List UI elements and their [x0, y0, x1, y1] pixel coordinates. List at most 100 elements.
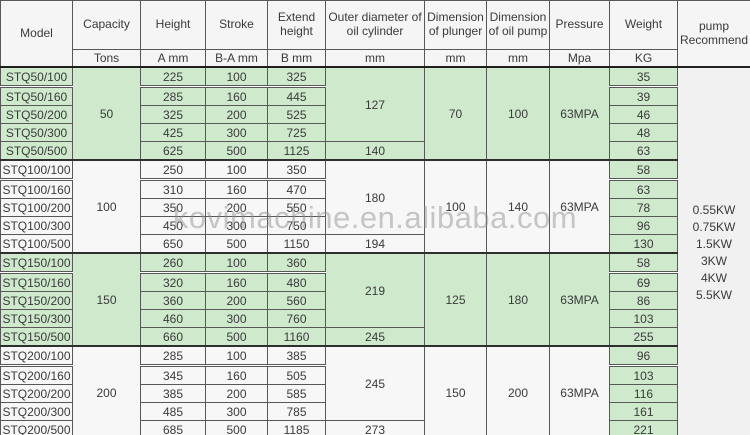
model-cell: STQ50/100 — [0, 66, 73, 88]
height-cell: 310 — [140, 179, 206, 199]
model-cell: STQ50/200 — [0, 105, 73, 124]
stroke-cell: 500 — [205, 234, 268, 254]
col-header-stroke: Stroke — [205, 0, 268, 50]
height-cell: 285 — [140, 86, 206, 106]
oil-pump-cell: 100 — [486, 66, 550, 161]
height-cell: 625 — [140, 141, 206, 161]
weight-cell: 96 — [609, 216, 678, 235]
capacity-cell: 200 — [72, 345, 141, 435]
pressure-cell: 63MPA — [549, 66, 610, 161]
weight-cell: 58 — [609, 252, 678, 274]
col-header-pressure: Pressure — [549, 0, 610, 50]
col-header-model: Model — [0, 0, 73, 68]
height-cell: 685 — [140, 420, 206, 435]
plunger-cell: 100 — [424, 159, 487, 254]
stroke-cell: 200 — [205, 198, 268, 217]
stroke-cell: 160 — [205, 365, 268, 385]
extend-height-cell: 1160 — [267, 327, 326, 347]
height-cell: 320 — [140, 272, 206, 292]
height-cell: 425 — [140, 123, 206, 142]
extend-height-cell: 445 — [267, 86, 326, 106]
weight-cell: 103 — [609, 365, 678, 385]
weight-cell: 46 — [609, 105, 678, 124]
weight-cell: 130 — [609, 234, 678, 254]
model-cell: STQ200/160 — [0, 365, 73, 385]
stroke-cell: 500 — [205, 327, 268, 347]
stroke-cell: 200 — [205, 384, 268, 403]
extend-height-cell: 1125 — [267, 141, 326, 161]
plunger-cell: 70 — [424, 66, 487, 161]
extend-height-cell: 470 — [267, 179, 326, 199]
weight-cell: 116 — [609, 384, 678, 403]
weight-cell: 96 — [609, 345, 678, 367]
table-row: STQ100/160 310 160 470 63 — [0, 179, 750, 199]
height-cell: 225 — [140, 66, 206, 88]
table-row: STQ200/500 685 500 1185 273 221 — [0, 420, 750, 435]
stroke-cell: 300 — [205, 216, 268, 235]
model-cell: STQ100/500 — [0, 234, 73, 254]
capacity-cell: 150 — [72, 252, 141, 347]
weight-cell: 35 — [609, 66, 678, 88]
height-cell: 350 — [140, 198, 206, 217]
model-cell: STQ200/200 — [0, 384, 73, 403]
extend-height-cell: 350 — [267, 159, 326, 181]
height-cell: 485 — [140, 402, 206, 421]
oil-pump-cell: 140 — [486, 159, 550, 254]
col-header-extend-height: Extend height — [267, 0, 326, 50]
extend-height-cell: 525 — [267, 105, 326, 124]
pump-option: 0.75KW — [692, 220, 736, 234]
pump-recommend-cell: 0.55KW 0.75KW 1.5KW 3KW 4KW 5.5KW — [677, 66, 750, 435]
stroke-cell: 200 — [205, 105, 268, 124]
model-cell: STQ100/160 — [0, 179, 73, 199]
weight-cell: 39 — [609, 86, 678, 106]
col-header-weight: Weight — [609, 0, 678, 50]
stroke-cell: 300 — [205, 123, 268, 142]
extend-height-cell: 480 — [267, 272, 326, 292]
pressure-cell: 63MPA — [549, 252, 610, 347]
stroke-cell: 100 — [205, 252, 268, 274]
table-row: STQ100/200 350 200 550 78 — [0, 198, 750, 217]
height-cell: 650 — [140, 234, 206, 254]
outer-diameter-cell: 245 — [325, 327, 425, 347]
outer-diameter-cell: 219 — [325, 252, 425, 328]
oil-pump-cell: 200 — [486, 345, 550, 435]
col-header-height: Height — [140, 0, 206, 50]
height-cell: 325 — [140, 105, 206, 124]
stroke-cell: 500 — [205, 420, 268, 435]
col-header-outer-diameter: Outer diameter of oil cylinder — [325, 0, 425, 50]
col-header-plunger: Dimension of plunger — [424, 0, 487, 50]
unit-plunger: mm — [424, 49, 487, 68]
unit-capacity: Tons — [72, 49, 141, 68]
weight-cell: 103 — [609, 309, 678, 328]
stroke-cell: 100 — [205, 345, 268, 367]
model-cell: STQ50/500 — [0, 141, 73, 161]
weight-cell: 63 — [609, 141, 678, 161]
oil-pump-cell: 180 — [486, 252, 550, 347]
extend-height-cell: 785 — [267, 402, 326, 421]
table-row: STQ150/300 460 300 760 103 — [0, 309, 750, 328]
model-cell: STQ150/500 — [0, 327, 73, 347]
pump-option: 3KW — [700, 254, 727, 268]
extend-height-cell: 585 — [267, 384, 326, 403]
height-cell: 450 — [140, 216, 206, 235]
table-row: STQ200/200 385 200 585 116 — [0, 384, 750, 403]
table-row: STQ100/500 650 500 1150 194 130 — [0, 234, 750, 254]
model-cell: STQ100/100 — [0, 159, 73, 181]
pump-option: 0.55KW — [692, 203, 736, 217]
extend-height-cell: 360 — [267, 252, 326, 274]
table-row: STQ50/100 50 225 100 325 127 70 100 63MP… — [0, 66, 750, 435]
height-cell: 360 — [140, 291, 206, 310]
plunger-cell: 150 — [424, 345, 487, 435]
weight-cell: 69 — [609, 272, 678, 292]
model-cell: STQ150/200 — [0, 291, 73, 310]
outer-diameter-cell: 194 — [325, 234, 425, 254]
model-cell: STQ200/300 — [0, 402, 73, 421]
weight-cell: 78 — [609, 198, 678, 217]
table-row: STQ150/100 150 260 100 360 219 125 180 6… — [0, 252, 750, 347]
extend-height-cell: 1150 — [267, 234, 326, 254]
plunger-cell: 125 — [424, 252, 487, 347]
outer-diameter-cell: 140 — [325, 141, 425, 161]
model-cell: STQ50/300 — [0, 123, 73, 142]
pressure-cell: 63MPA — [549, 159, 610, 254]
